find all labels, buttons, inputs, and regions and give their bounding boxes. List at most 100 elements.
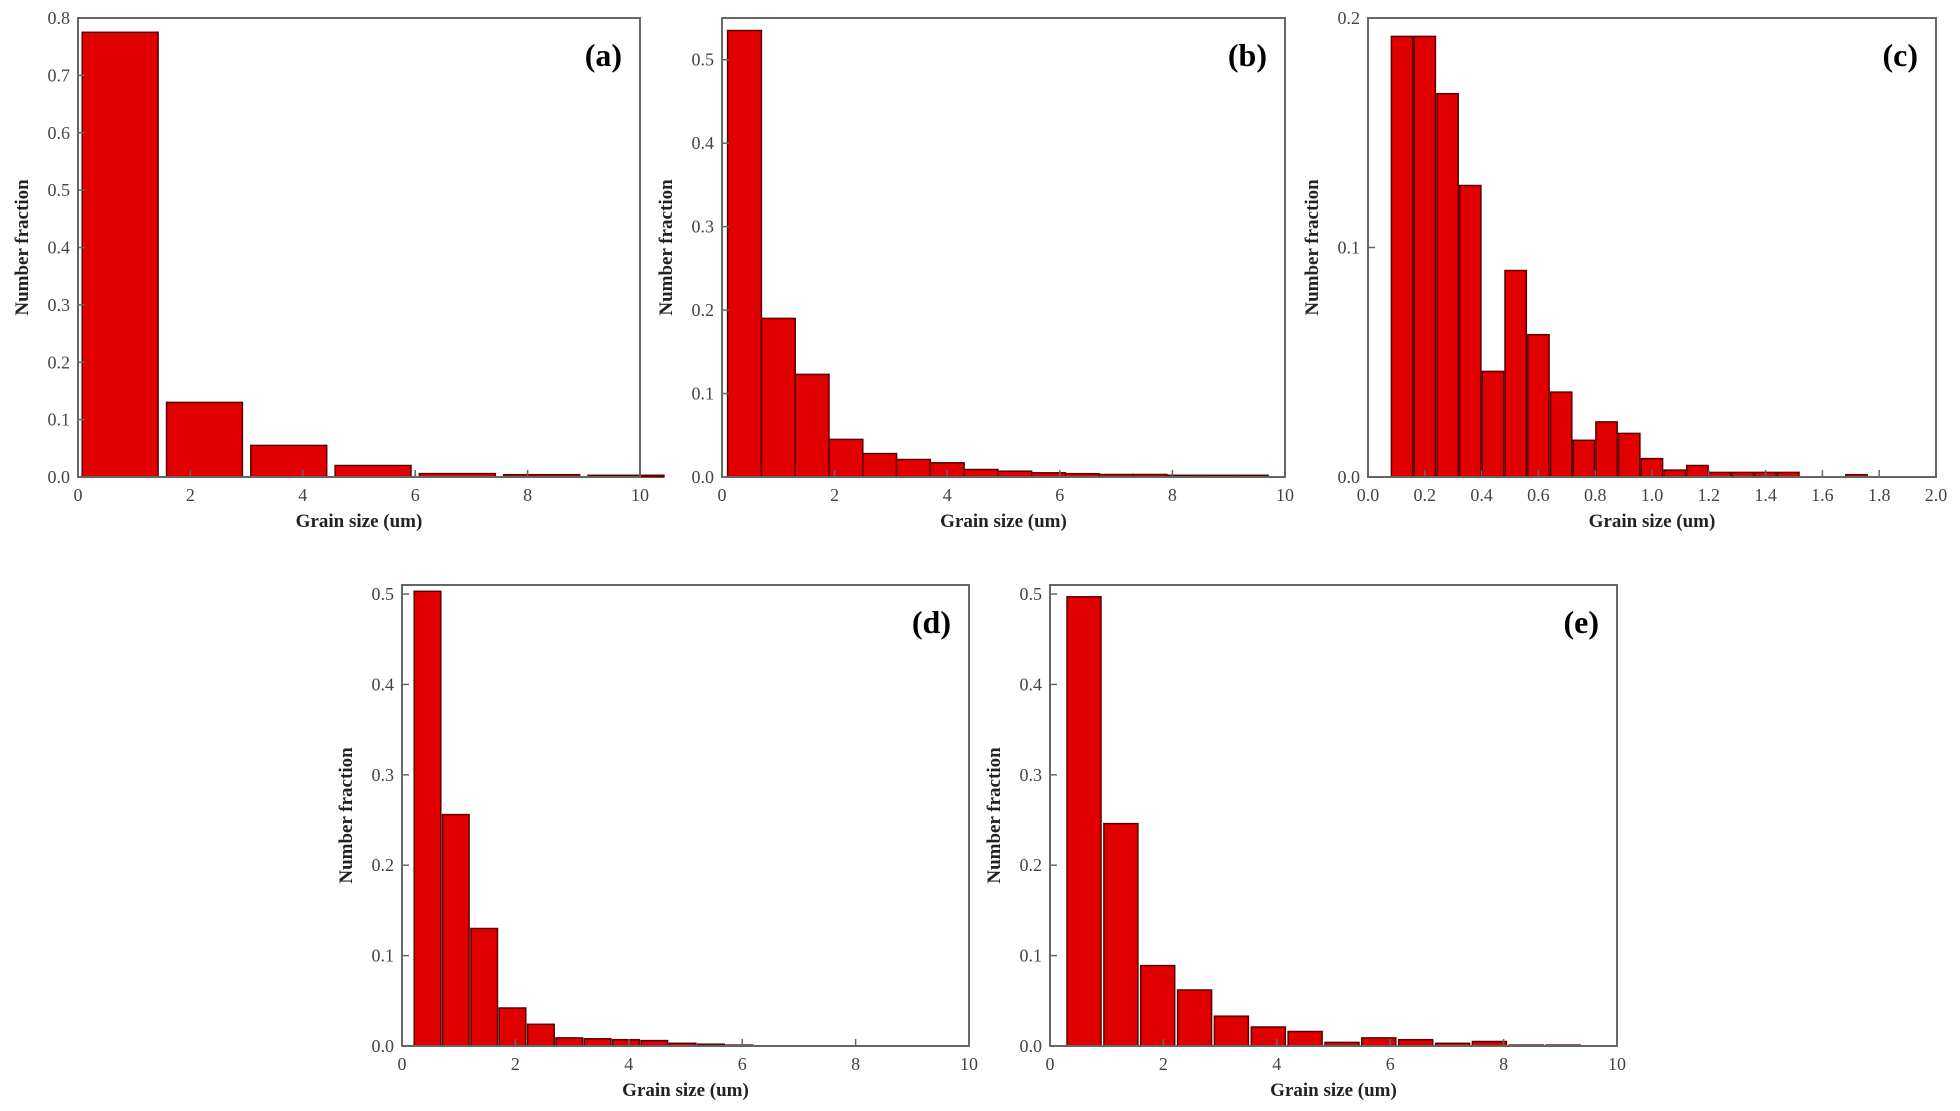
bar	[334, 464, 412, 478]
x-tick-label: 8	[1499, 1054, 1508, 1074]
y-tick-label: 0.3	[692, 217, 715, 237]
y-tick-label: 0.1	[692, 384, 715, 404]
bar	[81, 31, 159, 478]
x-tick-label: 4	[624, 1054, 633, 1074]
bar	[1527, 333, 1550, 478]
chart-panel: 0 2 4 6 8 10 0.0 0.1 0.2 0.3 0.4 0.5 0.6 0.7 0.8 Grain …	[12, 8, 665, 532]
bar	[1595, 421, 1618, 478]
y-tick-label: 0.2	[1338, 8, 1361, 28]
bar	[441, 813, 470, 1047]
x-tick-label: 1.8	[1868, 485, 1891, 505]
x-tick-label: 0.0	[1357, 485, 1380, 505]
y-tick-label: 0.8	[48, 8, 71, 28]
y-tick-label: 0.3	[48, 295, 71, 315]
plot-frame	[401, 584, 970, 1047]
bar	[498, 1007, 527, 1047]
chart-panel: 0 2 4 6 8 10 0.0 0.1 0.2 0.3 0.4 0.5 Grain size (um)…	[656, 17, 1294, 532]
x-axis-label: Grain size (um)	[1270, 1080, 1397, 1101]
bar	[1287, 1030, 1323, 1047]
x-tick-label: 1.2	[1698, 485, 1721, 505]
x-tick-label: 6	[1386, 1054, 1395, 1074]
bar	[250, 444, 328, 478]
bar	[1549, 391, 1573, 478]
x-tick-label: 0.6	[1527, 485, 1550, 505]
x-tick-label: 0	[398, 1054, 407, 1074]
bar	[1481, 370, 1505, 478]
bar	[1390, 35, 1414, 478]
x-tick-label: 0	[1046, 1054, 1055, 1074]
x-tick-label: 10	[631, 485, 649, 505]
y-tick-label: 0.4	[1020, 674, 1043, 694]
bar	[1250, 1026, 1287, 1047]
bar	[963, 468, 999, 478]
x-tick-label: 1.4	[1754, 485, 1777, 505]
bar	[1436, 92, 1459, 478]
bar	[1686, 464, 1709, 478]
chart-panel: 0 2 4 6 8 10 0.0 0.1 0.2 0.3 0.4 0.5 Grain size (um)…	[336, 584, 978, 1101]
x-tick-label: 0.8	[1584, 485, 1607, 505]
x-axis-label: Grain size (um)	[1589, 511, 1716, 532]
bar	[760, 317, 796, 478]
panel-label: (d)	[912, 604, 951, 640]
y-tick-label: 0.1	[372, 946, 395, 966]
x-tick-label: 2.0	[1925, 485, 1948, 505]
y-tick-label: 0.1	[48, 410, 71, 430]
x-axis-label: Grain size (um)	[622, 1080, 749, 1101]
bar	[1139, 964, 1176, 1047]
bar	[1213, 1015, 1250, 1047]
panel-label: (a)	[585, 37, 622, 73]
y-tick-label: 0.5	[372, 584, 395, 604]
y-tick-label: 0.3	[1020, 765, 1043, 785]
bar	[1572, 439, 1596, 478]
x-axis-label: Grain size (um)	[296, 511, 423, 532]
plot-frame	[1049, 584, 1618, 1047]
x-tick-label: 6	[1055, 485, 1064, 505]
y-tick-label: 0.1	[1020, 946, 1043, 966]
chart-panel: 0 2 4 6 8 10 0.0 0.1 0.2 0.3 0.4 0.5 Grain size (um)…	[984, 584, 1626, 1101]
y-tick-label: 0.2	[48, 352, 71, 372]
y-tick-label: 0.2	[1020, 855, 1043, 875]
x-tick-label: 2	[830, 485, 839, 505]
x-tick-label: 1.0	[1641, 485, 1664, 505]
plot-frame	[77, 17, 641, 478]
y-tick-label: 0.0	[372, 1036, 395, 1056]
x-tick-label: 8	[1168, 485, 1177, 505]
y-tick-label: 0.4	[692, 133, 715, 153]
bar	[165, 401, 244, 478]
x-tick-label: 8	[851, 1054, 860, 1074]
bar	[1504, 269, 1528, 478]
y-tick-label: 0.3	[372, 765, 395, 785]
x-tick-label: 2	[511, 1054, 520, 1074]
chart-panel: 0.0 0.2 0.4 0.6 0.8 1.0 1.2 1.4 1.6 1.8 2.0 0.0 0.1 0…	[1302, 8, 1947, 532]
y-axis-label: Number fraction	[984, 747, 1005, 884]
y-tick-label: 0.5	[48, 180, 71, 200]
bar	[895, 458, 932, 478]
bar	[1066, 596, 1102, 1047]
x-tick-label: 8	[523, 485, 532, 505]
bar	[526, 1023, 555, 1047]
x-tick-label: 0	[74, 485, 83, 505]
y-tick-label: 0.0	[48, 467, 71, 487]
bar	[1663, 469, 1687, 478]
x-tick-label: 10	[1276, 485, 1294, 505]
x-axis-label: Grain size (um)	[940, 511, 1067, 532]
bar	[726, 29, 763, 478]
bar	[862, 452, 898, 478]
y-tick-label: 0.0	[1020, 1036, 1043, 1056]
y-tick-label: 0.5	[1020, 584, 1043, 604]
x-tick-label: 4	[943, 485, 952, 505]
y-tick-label: 0.2	[372, 855, 395, 875]
x-tick-label: 10	[1608, 1054, 1626, 1074]
x-tick-label: 2	[1159, 1054, 1168, 1074]
bar	[1617, 432, 1641, 478]
plot-frame	[721, 17, 1286, 478]
bar	[1458, 184, 1482, 478]
y-tick-label: 0.5	[692, 50, 715, 70]
y-tick-label: 0.1	[1338, 238, 1361, 258]
y-axis-label: Number fraction	[656, 179, 677, 316]
bar	[1176, 989, 1213, 1047]
y-tick-label: 0.4	[48, 238, 71, 258]
x-tick-label: 4	[298, 485, 307, 505]
bar	[794, 373, 830, 478]
y-axis-label: Number fraction	[1302, 179, 1323, 316]
